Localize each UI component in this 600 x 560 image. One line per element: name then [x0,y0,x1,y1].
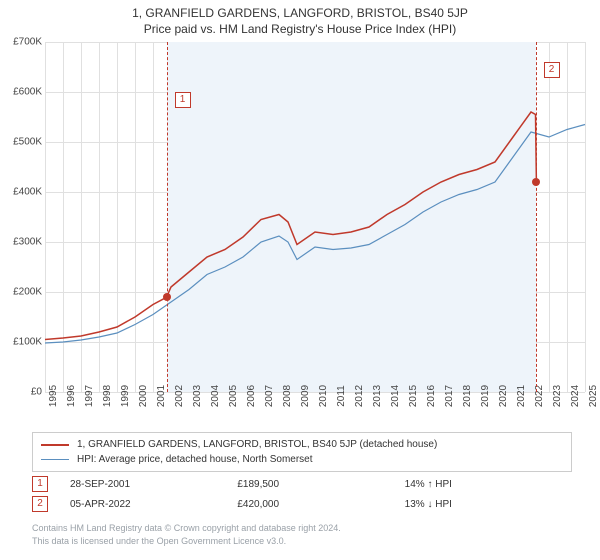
footer-line1: Contains HM Land Registry data © Crown c… [32,522,341,535]
x-tick-label: 1998 [102,385,113,407]
transaction-price: £420,000 [237,499,404,510]
x-tick-label: 2001 [156,385,167,407]
legend-swatch [41,459,69,460]
transaction-date: 28-SEP-2001 [70,479,237,490]
legend-box: 1, GRANFIELD GARDENS, LANGFORD, BRISTOL,… [32,432,572,472]
footer-text: Contains HM Land Registry data © Crown c… [32,522,341,548]
transaction-row: 1 28-SEP-2001 £189,500 14% ↑ HPI [32,474,572,494]
marker-label-box: 2 [544,62,560,78]
x-tick-label: 2020 [498,385,509,407]
x-tick-label: 2000 [138,385,149,407]
footer-line2: This data is licensed under the Open Gov… [32,535,341,548]
x-tick-label: 2006 [246,385,257,407]
x-tick-label: 2003 [192,385,203,407]
transaction-price: £189,500 [237,479,404,490]
legend-swatch [41,444,69,446]
x-tick-label: 2019 [480,385,491,407]
legend-text: HPI: Average price, detached house, Nort… [77,452,313,467]
transaction-date: 05-APR-2022 [70,499,237,510]
x-tick-label: 2016 [426,385,437,407]
plot-area [45,42,585,392]
x-tick-label: 2013 [372,385,383,407]
x-tick-label: 1997 [84,385,95,407]
legend-text: 1, GRANFIELD GARDENS, LANGFORD, BRISTOL,… [77,437,437,452]
y-tick-label: £600K [2,87,42,98]
y-tick-label: £300K [2,237,42,248]
legend-row: 1, GRANFIELD GARDENS, LANGFORD, BRISTOL,… [41,437,563,452]
marker-line [167,42,168,392]
x-tick-label: 1996 [66,385,77,407]
y-tick-label: £500K [2,137,42,148]
y-tick-label: £200K [2,287,42,298]
x-tick-label: 2005 [228,385,239,407]
x-tick-label: 2004 [210,385,221,407]
marker-dot [532,178,540,186]
series-price_paid [45,112,536,340]
x-tick-label: 2021 [516,385,527,407]
series-hpi [45,125,585,344]
chart-lines [45,42,585,392]
transaction-delta: 13% ↓ HPI [405,499,572,510]
legend-row: HPI: Average price, detached house, Nort… [41,452,563,467]
y-tick-label: £700K [2,37,42,48]
x-tick-label: 2023 [552,385,563,407]
x-tick-label: 2014 [390,385,401,407]
x-tick-label: 2007 [264,385,275,407]
transaction-marker: 1 [32,476,48,492]
transaction-row: 2 05-APR-2022 £420,000 13% ↓ HPI [32,494,572,514]
chart-title: 1, GRANFIELD GARDENS, LANGFORD, BRISTOL,… [0,0,600,20]
x-tick-label: 2002 [174,385,185,407]
transaction-delta: 14% ↑ HPI [405,479,572,490]
transaction-marker: 2 [32,496,48,512]
x-tick-label: 2024 [570,385,581,407]
marker-line [536,42,537,392]
marker-dot [163,293,171,301]
x-tick-label: 2008 [282,385,293,407]
x-tick-label: 2017 [444,385,455,407]
x-tick-label: 1995 [48,385,59,407]
marker-label-box: 1 [175,92,191,108]
chart-container: 1, GRANFIELD GARDENS, LANGFORD, BRISTOL,… [0,0,600,560]
x-tick-label: 2018 [462,385,473,407]
x-tick-label: 1999 [120,385,131,407]
x-tick-label: 2025 [588,385,599,407]
transactions-table: 1 28-SEP-2001 £189,500 14% ↑ HPI 2 05-AP… [32,474,572,514]
x-tick-label: 2010 [318,385,329,407]
x-tick-label: 2009 [300,385,311,407]
y-tick-label: £100K [2,337,42,348]
y-tick-label: £400K [2,187,42,198]
x-tick-label: 2011 [336,385,347,407]
x-tick-label: 2015 [408,385,419,407]
y-tick-label: £0 [2,387,42,398]
chart-subtitle: Price paid vs. HM Land Registry's House … [0,20,600,40]
x-tick-label: 2012 [354,385,365,407]
